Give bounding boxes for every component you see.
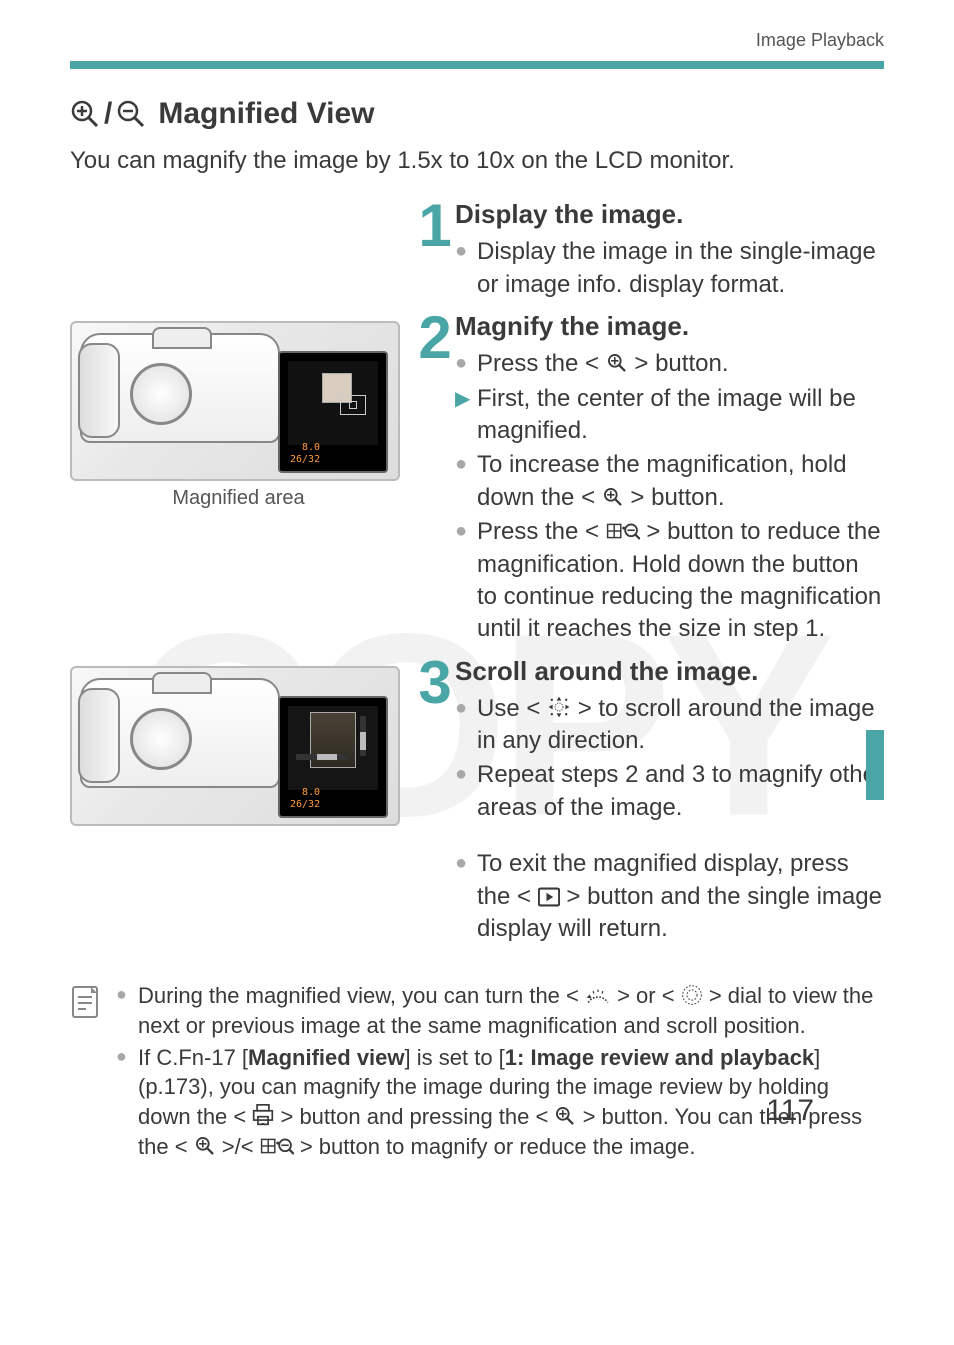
note-box: ● During the magnified view, you can tur… — [70, 981, 884, 1163]
step-3-heading: Scroll around the image. — [455, 656, 884, 687]
step-2-item-3: ● Press the < > button to reduce the mag… — [455, 516, 884, 646]
bullet-icon: ● — [455, 348, 477, 378]
bullet-icon: ● — [455, 848, 477, 878]
magnify-minus-icon — [116, 99, 146, 129]
section-title-text: Magnified View — [158, 97, 374, 131]
step-3-figure: 8.0 26/32 — [70, 666, 407, 826]
lcd-count: 26/32 — [290, 454, 320, 465]
lcd-fstop: 8.0 — [302, 442, 320, 453]
step-3-item-3: ● To exit the magnified display, press t… — [455, 848, 884, 945]
header-category: Image Playback — [70, 30, 884, 51]
arrow-icon: ▶ — [455, 383, 477, 415]
step-1: 1 Display the image. ● Display the image… — [70, 199, 884, 303]
camera-illustration-2: 8.0 26/32 — [70, 666, 400, 826]
step-3-item-0: ● Use < > to scroll around the image in … — [455, 693, 884, 758]
note-icon — [70, 981, 102, 1024]
slash: / — [104, 97, 112, 131]
step-2-number: 2 — [415, 311, 455, 365]
step-3-item-1: ● Repeat steps 2 and 3 to magnify other … — [455, 759, 884, 824]
step-2-item-2: ● To increase the magnification, hold do… — [455, 449, 884, 514]
section-intro: You can magnify the image by 1.5x to 10x… — [70, 145, 884, 177]
camera-illustration-1: 8.0 26/32 — [70, 321, 400, 481]
lcd-count-2: 26/32 — [290, 799, 320, 810]
bullet-icon: ● — [455, 759, 477, 789]
step-1-heading: Display the image. — [455, 199, 884, 230]
step-2-figure: 8.0 26/32 Magnified area — [70, 321, 407, 510]
section-title: / Magnified View — [70, 97, 884, 131]
header-divider — [70, 61, 884, 69]
magnify-plus-icon — [70, 99, 100, 129]
note-item-0: ● During the magnified view, you can tur… — [116, 981, 884, 1040]
step-2-item-0: ● Press the < > button. — [455, 348, 884, 380]
lcd-fstop-2: 8.0 — [302, 787, 320, 798]
figure-1-caption: Magnified area — [70, 487, 407, 510]
bullet-icon: ● — [455, 449, 477, 479]
page-number: 117 — [766, 1094, 814, 1128]
bullet-icon: ● — [116, 1043, 138, 1070]
step-3-number: 3 — [415, 656, 455, 710]
side-tab — [866, 730, 884, 800]
step-2-item-1: ▶ First, the center of the image will be… — [455, 383, 884, 448]
step-1-item-0: ● Display the image in the single-image … — [455, 236, 884, 301]
step-2-heading: Magnify the image. — [455, 311, 884, 342]
bullet-icon: ● — [455, 516, 477, 546]
step-1-number: 1 — [415, 199, 455, 253]
bullet-icon: ● — [455, 236, 477, 266]
bullet-icon: ● — [455, 693, 477, 723]
step-2: 8.0 26/32 Magnified area 2 Magnify the i… — [70, 311, 884, 648]
step-3: 8.0 26/32 3 Scroll around the image. ● U… — [70, 656, 884, 948]
bullet-icon: ● — [116, 981, 138, 1008]
